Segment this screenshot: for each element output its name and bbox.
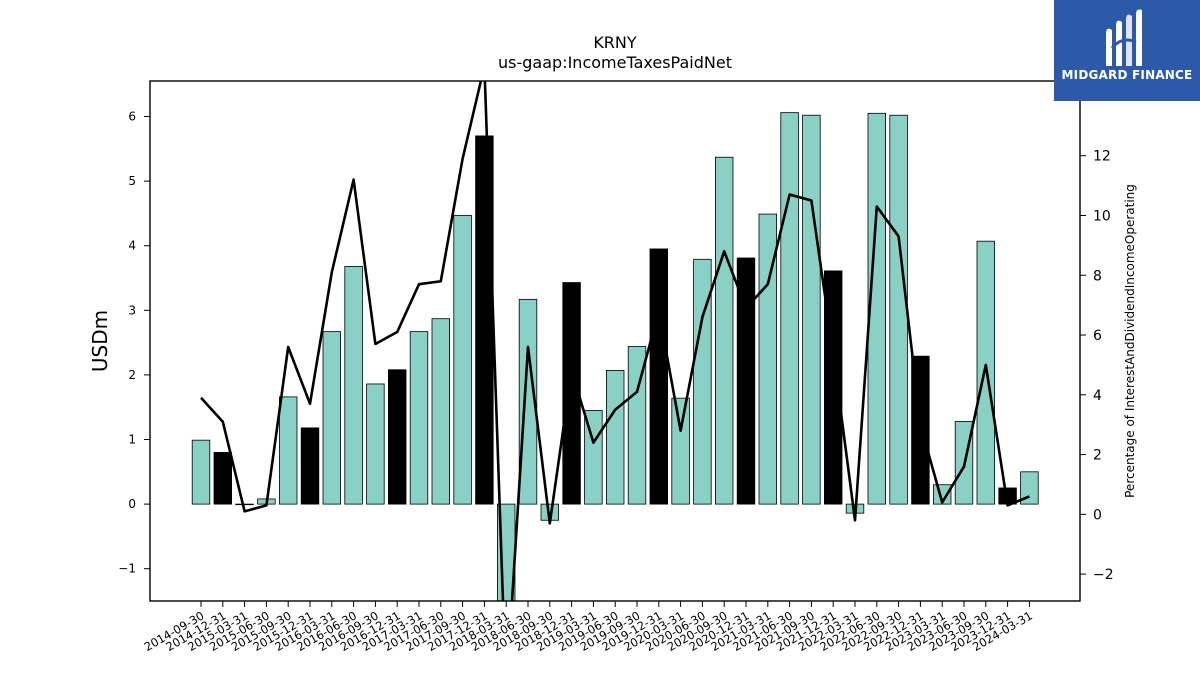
y-tick-label: 2 <box>128 368 136 382</box>
logo-mark-icon <box>1106 9 1142 67</box>
bar-2014-09-30 <box>191 439 211 505</box>
y-tick-label: 4 <box>128 239 136 253</box>
bar-2021-09-30 <box>802 114 821 505</box>
bar-2020-12-31 <box>736 257 756 505</box>
bar-2015-12-31 <box>300 427 320 505</box>
y-axis-right-label: Percentage of InterestAndDividendIncomeO… <box>1123 184 1137 498</box>
y-right-tick-label: 12 <box>1093 149 1111 165</box>
brand-logo: MIDGARD FINANCE <box>1054 0 1200 101</box>
bar-2015-09-30 <box>278 396 298 505</box>
chart-title: KRNY <box>593 33 637 52</box>
y-axis-label: USDm <box>88 310 112 372</box>
bars-layer <box>191 112 1039 601</box>
bar-2017-09-30 <box>453 214 472 505</box>
y-right-tick-label: 8 <box>1093 268 1102 284</box>
bar-2024-03-31 <box>1020 471 1039 505</box>
ticks-layer: −10123456−20246810122014-09-302014-12-31… <box>118 110 1113 654</box>
y-right-tick-label: 10 <box>1093 208 1111 224</box>
y-right-tick-label: −2 <box>1093 567 1114 583</box>
y-tick-label: 1 <box>128 433 136 447</box>
bar-2021-03-31 <box>758 213 778 505</box>
chart-subtitle: us-gaap:IncomeTaxesPaidNet <box>498 53 732 72</box>
bar-2016-06-30 <box>344 265 363 505</box>
bar-2016-03-31 <box>322 331 342 505</box>
y-right-tick-label: 2 <box>1093 448 1102 464</box>
y-right-tick-label: 4 <box>1093 388 1102 404</box>
y-right-tick-label: 6 <box>1093 328 1102 344</box>
series-line <box>200 81 1030 601</box>
bar-2016-12-31 <box>387 369 407 505</box>
plot-frame <box>149 80 1081 602</box>
bar-2019-06-30 <box>606 369 625 505</box>
bar-2018-06-30 <box>518 298 538 505</box>
bar-2015-03-31 <box>235 503 254 506</box>
bar-2017-12-31 <box>475 135 494 505</box>
bar-2017-03-31 <box>409 331 429 505</box>
y-tick-label: 6 <box>128 110 136 124</box>
y-right-tick-label: 0 <box>1093 507 1102 523</box>
axes-layer <box>149 80 1081 602</box>
bar-2022-09-30 <box>889 114 908 505</box>
bar-2016-09-30 <box>366 383 385 505</box>
logo-text: MIDGARD FINANCE <box>1061 68 1193 82</box>
y-tick-label: 3 <box>128 303 136 317</box>
bar-2020-09-30 <box>715 156 734 505</box>
y-tick-label: −1 <box>118 562 136 576</box>
bar-2021-06-30 <box>780 112 799 505</box>
y-tick-label: 5 <box>128 174 136 188</box>
line-layer <box>200 81 1030 601</box>
bar-2020-03-31 <box>671 397 690 505</box>
bar-2017-06-30 <box>431 318 451 505</box>
y-tick-label: 0 <box>128 497 136 511</box>
bar-2020-06-30 <box>693 258 712 505</box>
bar-2019-09-30 <box>627 346 647 505</box>
bar-2014-12-31 <box>213 452 233 505</box>
bar-2019-12-31 <box>649 248 669 505</box>
bar-2018-12-31 <box>562 282 581 505</box>
